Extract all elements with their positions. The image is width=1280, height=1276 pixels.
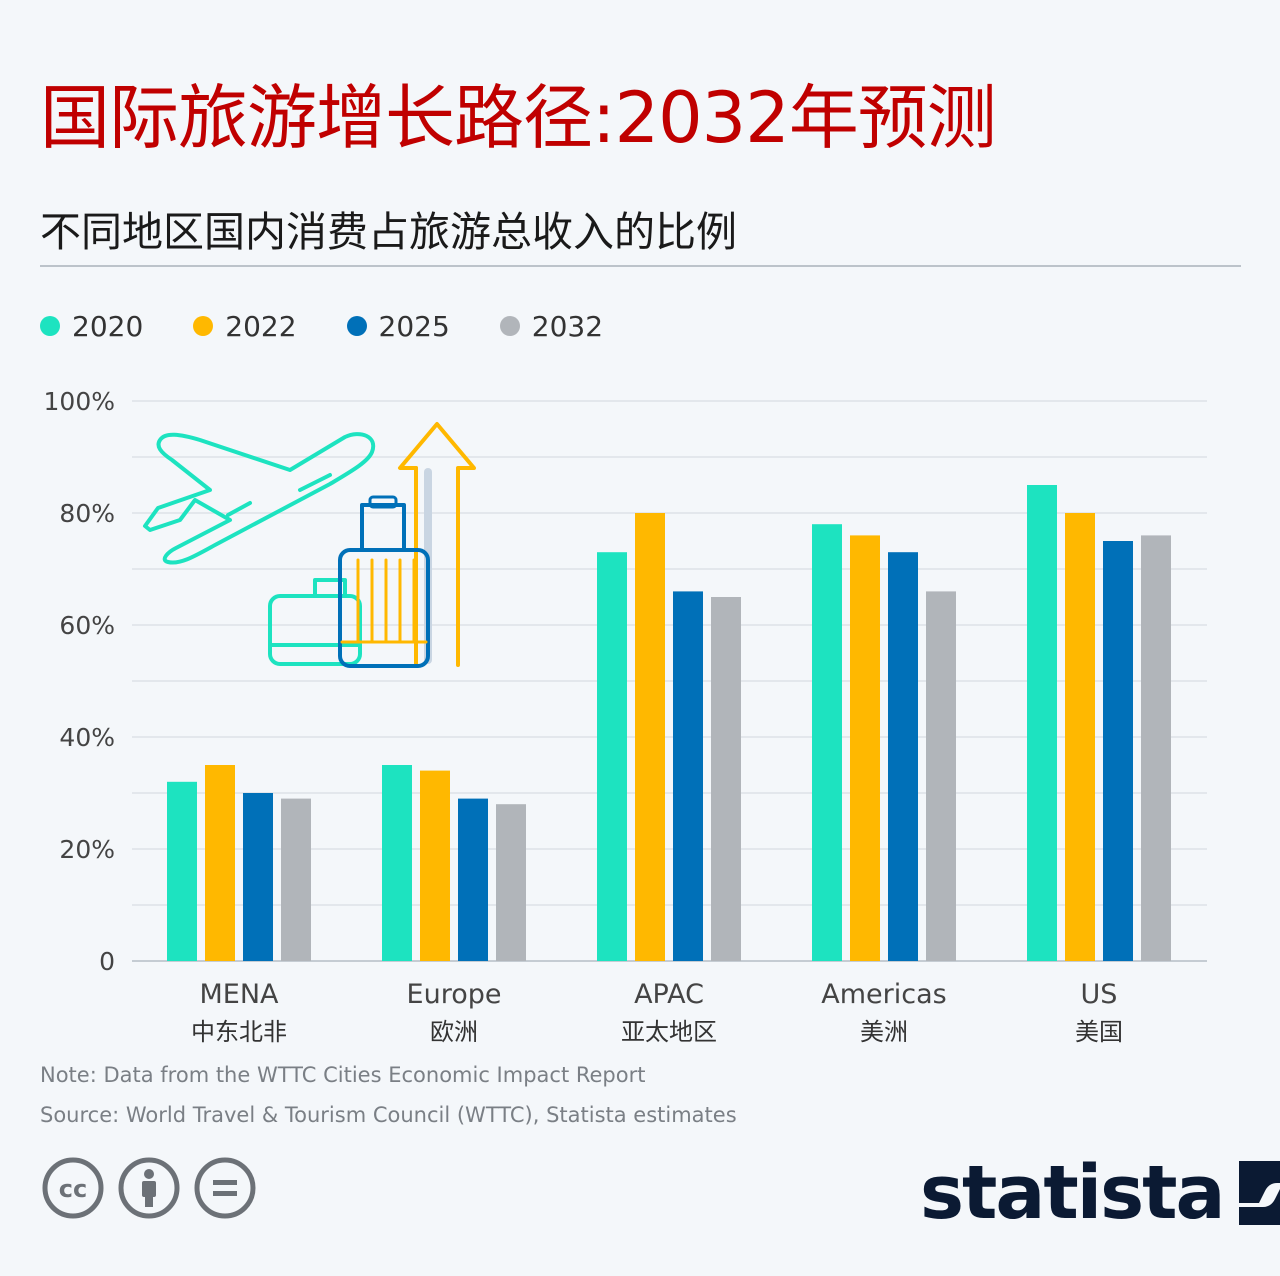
- x-tick-label: APAC: [634, 979, 704, 1010]
- svg-text:cc: cc: [59, 1175, 87, 1203]
- bar-us-2032: [1141, 535, 1171, 961]
- legend-swatch: [193, 316, 214, 336]
- bar-americas-2022: [850, 535, 880, 961]
- bar-europe-2020: [382, 765, 412, 961]
- cc-icon[interactable]: cc: [42, 1157, 104, 1219]
- legend-item-2032: 2032: [499, 309, 604, 343]
- legend: 2020 2022 2025 2032: [40, 306, 653, 346]
- x-tick-label-cn: 美国: [1075, 1018, 1123, 1046]
- legend-item-2020: 2020: [40, 310, 143, 343]
- legend-swatch: [40, 316, 60, 336]
- legend-label: 2032: [531, 309, 604, 343]
- bar-apac-2020: [597, 552, 627, 961]
- bar-us-2020: [1027, 485, 1057, 961]
- x-tick-label: US: [1081, 979, 1118, 1010]
- divider: [40, 265, 1241, 267]
- chart-subtitle: 不同地区国内消费占旅游总收入的比例: [40, 208, 737, 256]
- bar-chart: 0 20% 40% 60% 80% 100% MENA 中东北非 Europe 欧洲 APAC 亚太…: [44, 387, 1207, 1046]
- x-tick-label: Europe: [407, 979, 502, 1010]
- travel-illustration-icon: [143, 422, 476, 668]
- x-tick-label: Americas: [821, 979, 946, 1010]
- chart-note: Note: Data from the WTTC Cities Economic…: [40, 1063, 646, 1087]
- x-tick-label-cn: 欧洲: [430, 1018, 478, 1046]
- bar-americas-2025: [888, 552, 918, 961]
- x-tick-label: MENA: [199, 979, 279, 1010]
- x-axis-labels: MENA 中东北非 Europe 欧洲 APAC 亚太地区 Americas 美洲 US 美国: [191, 979, 1123, 1046]
- bar-us-2025: [1103, 541, 1133, 961]
- no-derivatives-icon[interactable]: [194, 1157, 256, 1219]
- x-tick-label-cn: 中东北非: [191, 1018, 287, 1046]
- statista-mark-icon: [1239, 1161, 1280, 1225]
- bar-apac-2032: [711, 597, 741, 961]
- brand-name: statista: [920, 1150, 1225, 1236]
- legend-label: 2022: [225, 309, 297, 343]
- x-tick-label-cn: 亚太地区: [621, 1018, 717, 1046]
- bar-us-2022: [1065, 513, 1095, 961]
- chart-source: Source: World Travel & Tourism Council (…: [40, 1103, 737, 1127]
- page-title: 国际旅游增长路径:2032年预测: [40, 77, 997, 159]
- bar-americas-2020: [812, 524, 842, 961]
- bar-mena-2022: [205, 765, 235, 961]
- bar-europe-2025: [458, 798, 488, 961]
- grid-lines: [132, 400, 1207, 962]
- x-tick-label-cn: 美洲: [860, 1018, 908, 1046]
- y-tick-label: 40%: [59, 723, 115, 752]
- license-icons: cc: [42, 1157, 270, 1219]
- legend-item-2025: 2025: [346, 309, 450, 343]
- bar-europe-2032: [496, 804, 526, 961]
- legend-swatch: [346, 316, 367, 336]
- y-axis-ticks: 0 20% 40% 60% 80% 100%: [44, 387, 115, 976]
- y-tick-label: 80%: [59, 499, 115, 528]
- bar-americas-2032: [926, 591, 956, 961]
- bar-europe-2022: [420, 770, 450, 961]
- legend-swatch: [499, 316, 520, 336]
- bar-mena-2025: [243, 793, 273, 961]
- bar-apac-2025: [673, 591, 703, 961]
- bars: [167, 485, 1171, 961]
- legend-item-2022: 2022: [193, 309, 297, 343]
- legend-label: 2020: [72, 309, 144, 343]
- bar-mena-2032: [281, 798, 311, 961]
- y-tick-label: 60%: [59, 611, 115, 640]
- bar-apac-2022: [635, 513, 665, 961]
- airplane-icon: [143, 432, 376, 565]
- statista-logo[interactable]: statista: [920, 1150, 1280, 1236]
- y-tick-label: 20%: [59, 835, 115, 864]
- y-tick-label: 100%: [44, 387, 115, 416]
- legend-label: 2025: [378, 309, 450, 343]
- attribution-icon[interactable]: [118, 1157, 180, 1219]
- bar-mena-2020: [167, 781, 197, 961]
- y-tick-label: 0: [99, 947, 115, 976]
